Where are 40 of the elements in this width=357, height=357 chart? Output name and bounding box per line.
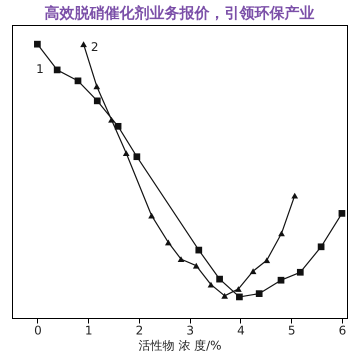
x-tick-label: 3	[186, 324, 194, 338]
point	[148, 212, 155, 218]
point	[34, 40, 41, 48]
point	[108, 116, 115, 123]
x-tick-label: 0	[34, 324, 42, 338]
point	[74, 78, 82, 84]
point	[94, 97, 101, 104]
point	[192, 262, 200, 269]
point	[338, 210, 346, 217]
point	[114, 122, 122, 130]
point	[122, 150, 130, 156]
point	[178, 256, 184, 262]
point	[250, 268, 256, 274]
point	[318, 243, 324, 250]
point	[236, 294, 243, 300]
x-tick-label: 5	[288, 324, 296, 338]
x-tick-label: 4	[237, 324, 245, 338]
x-tick-label: 2	[136, 324, 144, 338]
x-tick-label: 6	[338, 324, 346, 338]
point	[134, 153, 140, 160]
x-tick-label: 1	[84, 324, 92, 338]
point	[278, 230, 285, 236]
point	[208, 282, 214, 288]
point	[256, 290, 263, 297]
point	[235, 286, 242, 292]
series-label: 1	[36, 62, 44, 76]
point	[93, 83, 100, 90]
point	[195, 246, 202, 254]
series-label: 2	[90, 40, 99, 54]
point	[54, 66, 61, 74]
x-axis-title: 活性物 浓 度/%	[138, 338, 222, 352]
point	[291, 192, 298, 198]
point	[296, 268, 304, 276]
point	[278, 276, 284, 284]
point	[221, 292, 228, 299]
point	[80, 41, 87, 48]
point	[216, 276, 223, 282]
chart-title: 高效脱硝催化剂业务报价，引领环保产业	[44, 4, 314, 22]
point	[263, 257, 270, 264]
point	[164, 240, 172, 246]
